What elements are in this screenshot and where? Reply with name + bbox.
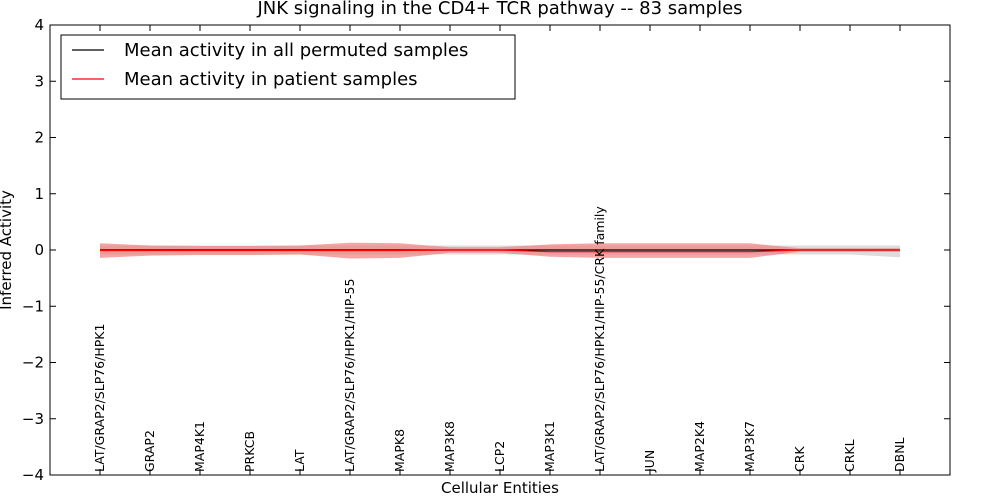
legend-frame — [60, 34, 516, 100]
category-label: LAT/GRAP2/SLP76/HPK1/HIP-55 — [342, 279, 357, 472]
plot-area: 4 3 2 1 0 −1 −2 −3 −4 LAT/GRAP2/SLP76/HPK1 GRAP2 M… — [22, 16, 951, 484]
category-label: LCP2 — [492, 441, 507, 472]
y-axis-label: Inferred Activity — [0, 190, 15, 310]
y-tick-label: −4 — [22, 466, 44, 484]
category-label: MAP2K4 — [692, 421, 707, 472]
category-label: LAT/GRAP2/SLP76/HPK1/HIP-55/CRK family — [592, 206, 607, 472]
category-label: GRAP2 — [142, 430, 157, 472]
y-tick-label: −2 — [22, 354, 44, 372]
category-label: MAP3K1 — [542, 421, 557, 472]
y-tick-label: 0 — [34, 241, 44, 259]
chart-title: JNK signaling in the CD4+ TCR pathway --… — [256, 0, 742, 19]
line-series-1 — [100, 249, 900, 253]
category-label: MAP3K7 — [742, 421, 757, 472]
category-label: LAT/GRAP2/SLP76/HPK1 — [92, 324, 107, 472]
category-label: MAPK8 — [392, 429, 407, 472]
category-label: CRKL — [842, 439, 857, 472]
y-tick-label: −3 — [22, 410, 44, 428]
category-label: PRKCB — [242, 431, 257, 472]
series-lines — [100, 249, 900, 253]
y-tick-label: 1 — [34, 185, 44, 203]
category-labels: LAT/GRAP2/SLP76/HPK1 GRAP2 MAP4K1 PRKCB LAT L… — [92, 206, 907, 473]
y-tick-labels: 4 3 2 1 0 −1 −2 −3 −4 — [22, 16, 44, 484]
legend-label-patient: Mean activity in patient samples — [124, 69, 418, 90]
legend-label-permuted: Mean activity in all permuted samples — [124, 40, 468, 61]
y-tick-label: 3 — [34, 72, 44, 90]
x-axis-label: Cellular Entities — [441, 479, 559, 497]
category-label: DBNL — [892, 437, 907, 472]
category-label: MAP4K1 — [192, 421, 207, 472]
y-tick-label: 4 — [34, 16, 44, 34]
category-label: MAP3K8 — [442, 421, 457, 472]
category-label: LAT — [292, 449, 307, 472]
legend: Mean activity in all permuted samples Me… — [60, 34, 516, 100]
y-tick-label: −1 — [22, 297, 44, 315]
category-label: JUN — [642, 450, 657, 473]
category-label: CRK — [792, 446, 807, 472]
y-tick-label: 2 — [34, 129, 44, 147]
axis-ticks — [50, 24, 950, 476]
